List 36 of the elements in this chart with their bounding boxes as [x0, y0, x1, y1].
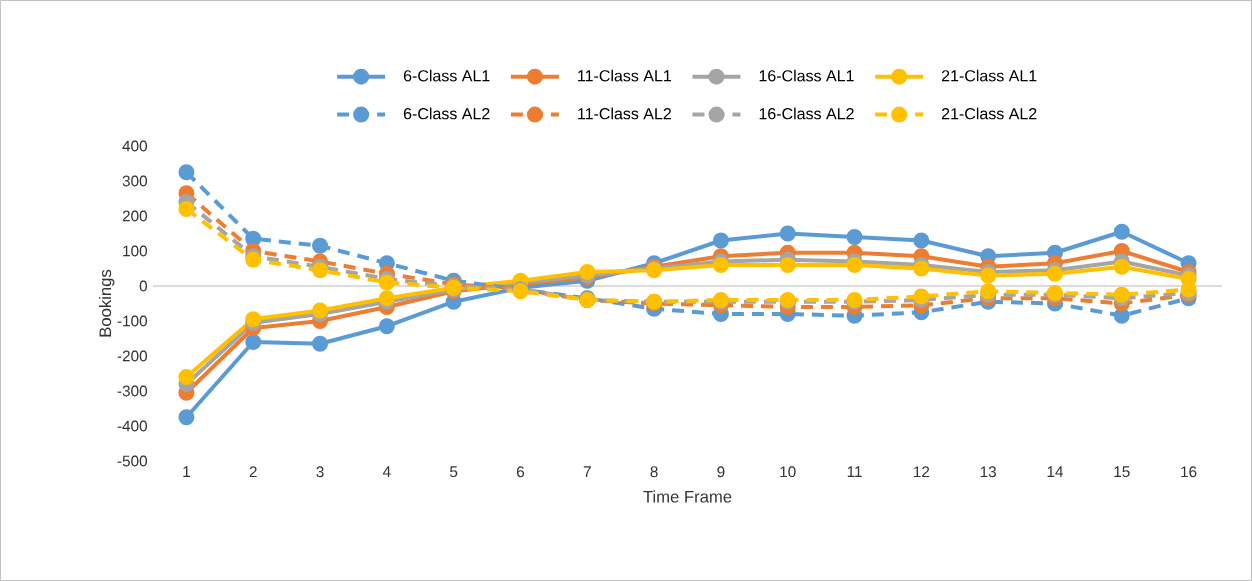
legend-label: 11-Class AL1	[578, 69, 671, 82]
y-axis-title: Bookings	[98, 269, 115, 337]
y-tick-label: -100	[117, 315, 148, 327]
x-tick-label: 14	[1047, 466, 1064, 477]
x-tick-label: 4	[382, 466, 391, 477]
x-tick-label: 15	[1114, 466, 1130, 478]
x-tick-label: 5	[450, 466, 458, 478]
x-tick-label: 13	[980, 466, 996, 478]
legend-label: 16-Class AL2	[759, 107, 854, 120]
x-tick-label: 7	[583, 466, 591, 477]
x-axis-title: Time Frame	[643, 490, 732, 503]
y-tick-label: 0	[139, 280, 148, 292]
legend-label: 6-Class AL1	[403, 69, 490, 82]
legend-label: 11-Class AL2	[578, 107, 671, 120]
y-tick-label: 400	[122, 140, 148, 152]
x-tick-label: 2	[249, 466, 257, 478]
x-tick-label: 1	[183, 466, 190, 477]
x-tick-label: 10	[780, 466, 796, 478]
legend-label: 16-Class AL1	[759, 69, 854, 82]
y-tick-label: -400	[117, 420, 148, 432]
x-tick-label: 3	[316, 466, 324, 478]
legend-label: 6-Class AL2	[403, 107, 490, 120]
y-tick-label: -200	[117, 350, 148, 362]
x-tick-label: 12	[913, 466, 930, 478]
x-tick-label: 11	[847, 466, 862, 477]
x-tick-label: 16	[1181, 466, 1197, 478]
y-tick-label: 300	[122, 175, 148, 187]
y-tick-label: -300	[117, 385, 148, 397]
legend-label: 21-Class AL2	[941, 107, 1037, 120]
y-tick-label: -500	[117, 455, 148, 467]
y-tick-label: 200	[122, 210, 148, 222]
x-tick-label: 8	[650, 466, 658, 478]
y-tick-label: 100	[123, 245, 148, 257]
x-tick-label: 6	[516, 466, 525, 478]
x-tick-label: 9	[717, 466, 725, 478]
legend-label: 21-Class AL1	[941, 69, 1037, 82]
